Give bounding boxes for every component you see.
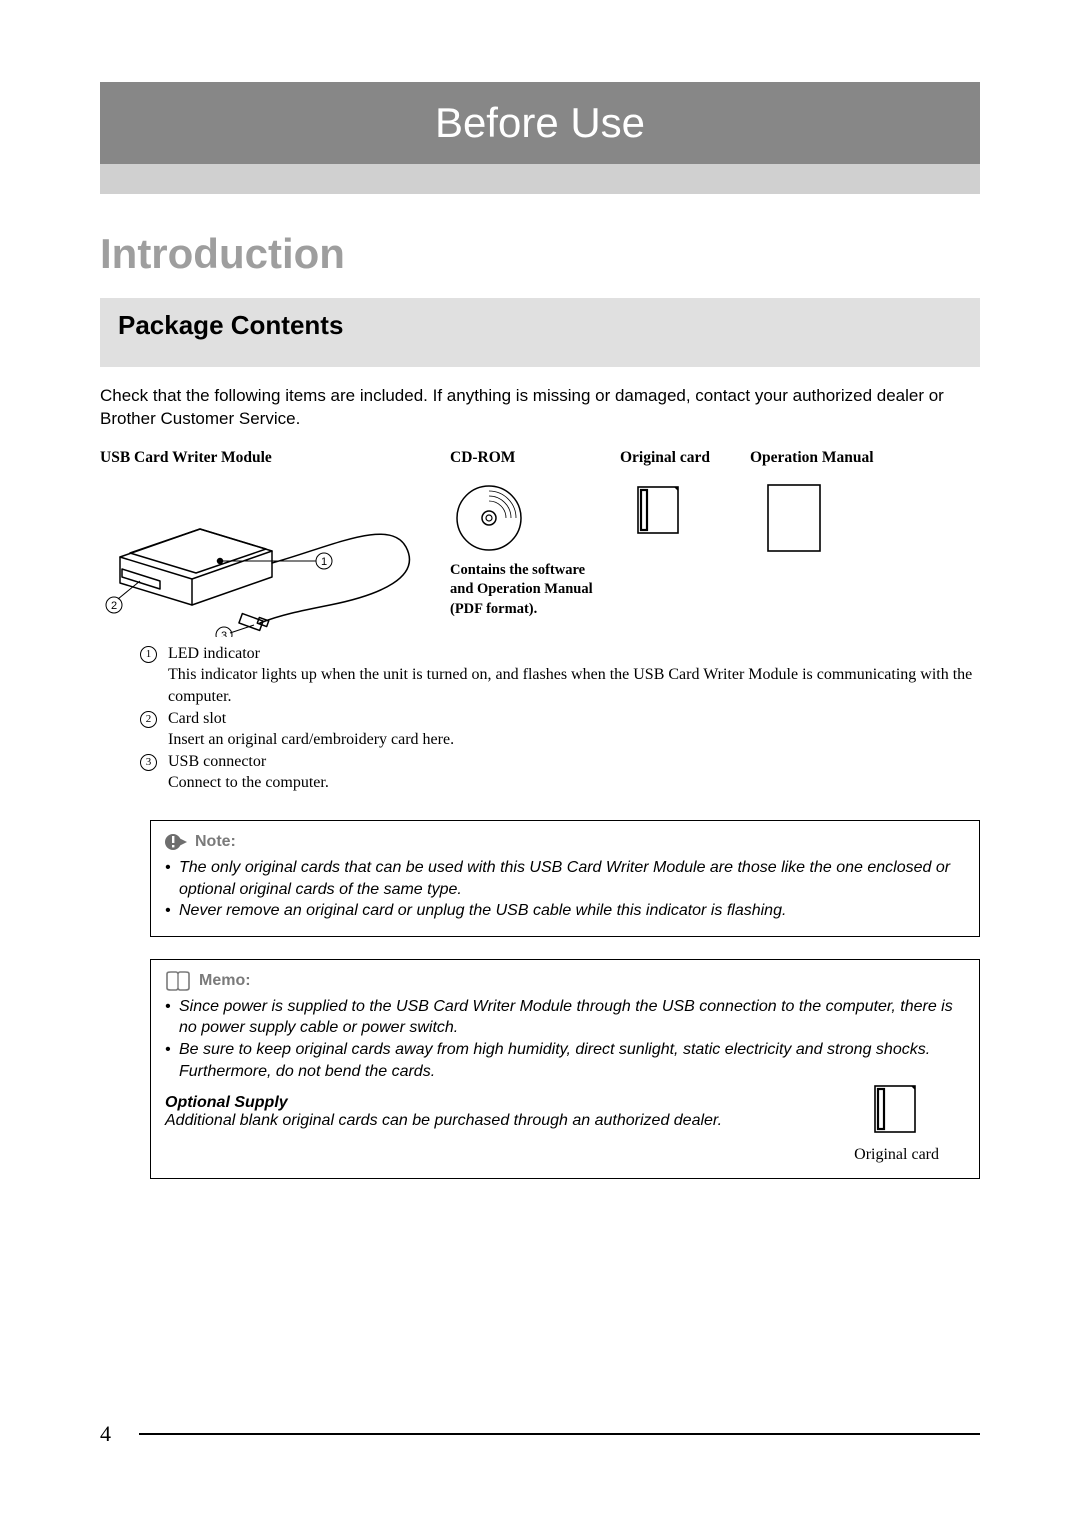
operation-manual-icon — [764, 481, 824, 556]
callout-1-title: LED indicator — [168, 643, 980, 665]
page-footer: 4 — [100, 1421, 980, 1447]
cdrom-label: CD-ROM — [450, 449, 600, 467]
note-icon — [165, 831, 187, 853]
optional-supply-text: Additional blank original cards can be p… — [165, 1112, 854, 1130]
callout-3-desc: Connect to the computer. — [168, 772, 980, 794]
callout-3: 3 USB connector Connect to the computer. — [140, 751, 980, 794]
original-card-icon — [632, 483, 687, 538]
callout-marker: 1 — [140, 646, 157, 663]
callouts-list: 1 LED indicator This indicator lights up… — [140, 643, 980, 794]
optional-card-label: Original card — [854, 1146, 939, 1164]
subsection-heading: Package Contents — [118, 310, 962, 341]
page-number: 4 — [100, 1421, 111, 1447]
callout-2: 2 Card slot Insert an original card/embr… — [140, 708, 980, 751]
item-original-card: Original card — [620, 449, 750, 637]
note-bullet-2: Never remove an original card or unplug … — [179, 900, 786, 922]
memo-bullets: •Since power is supplied to the USB Card… — [165, 996, 965, 1082]
memo-icon — [165, 970, 191, 992]
diagram-marker-1: 1 — [321, 556, 327, 568]
intro-paragraph: Check that the following items are inclu… — [100, 385, 980, 431]
note-box: Note: •The only original cards that can … — [150, 820, 980, 937]
package-items-row: USB Card Writer Module — [100, 449, 980, 637]
optional-card-figure: Original card — [854, 1082, 939, 1164]
note-label: Note: — [195, 833, 236, 851]
note-bullet-1: The only original cards that can be used… — [179, 857, 965, 900]
callout-2-title: Card slot — [168, 708, 980, 730]
item-operation-manual: Operation Manual — [750, 449, 910, 637]
item-usb-module: USB Card Writer Module — [100, 449, 440, 637]
original-card-icon — [869, 1082, 924, 1137]
item-cdrom: CD-ROM Contains the software and Operati… — [450, 449, 600, 637]
callout-marker: 2 — [140, 711, 157, 728]
footer-rule — [139, 1433, 980, 1435]
page-content: Introduction Package Contents Check that… — [100, 230, 980, 1201]
memo-bullet-2: Be sure to keep original cards away from… — [179, 1039, 965, 1082]
callout-marker: 3 — [140, 754, 157, 771]
chapter-banner-inner: Before Use — [100, 82, 980, 164]
memo-label: Memo: — [199, 972, 251, 990]
callout-1: 1 LED indicator This indicator lights up… — [140, 643, 980, 708]
diagram-marker-2: 2 — [111, 600, 117, 612]
callout-1-desc: This indicator lights up when the unit i… — [168, 664, 980, 707]
operation-manual-label: Operation Manual — [750, 449, 910, 467]
note-bullets: •The only original cards that can be use… — [165, 857, 965, 922]
chapter-title: Before Use — [435, 99, 645, 147]
callout-3-title: USB connector — [168, 751, 980, 773]
usb-module-diagram: 1 2 3 — [100, 477, 420, 637]
cdrom-subtext: Contains the software and Operation Manu… — [450, 561, 600, 620]
usb-label: USB Card Writer Module — [100, 449, 440, 467]
memo-bullet-1: Since power is supplied to the USB Card … — [179, 996, 965, 1039]
memo-box: Memo: •Since power is supplied to the US… — [150, 959, 980, 1179]
original-card-label: Original card — [620, 449, 750, 467]
optional-supply-title: Optional Supply — [165, 1094, 854, 1112]
callout-2-desc: Insert an original card/embroidery card … — [168, 729, 980, 751]
section-heading: Introduction — [100, 230, 980, 278]
subsection-bar: Package Contents — [100, 298, 980, 367]
cdrom-icon — [454, 483, 524, 553]
diagram-marker-3: 3 — [221, 630, 227, 637]
chapter-banner: Before Use — [100, 82, 980, 194]
